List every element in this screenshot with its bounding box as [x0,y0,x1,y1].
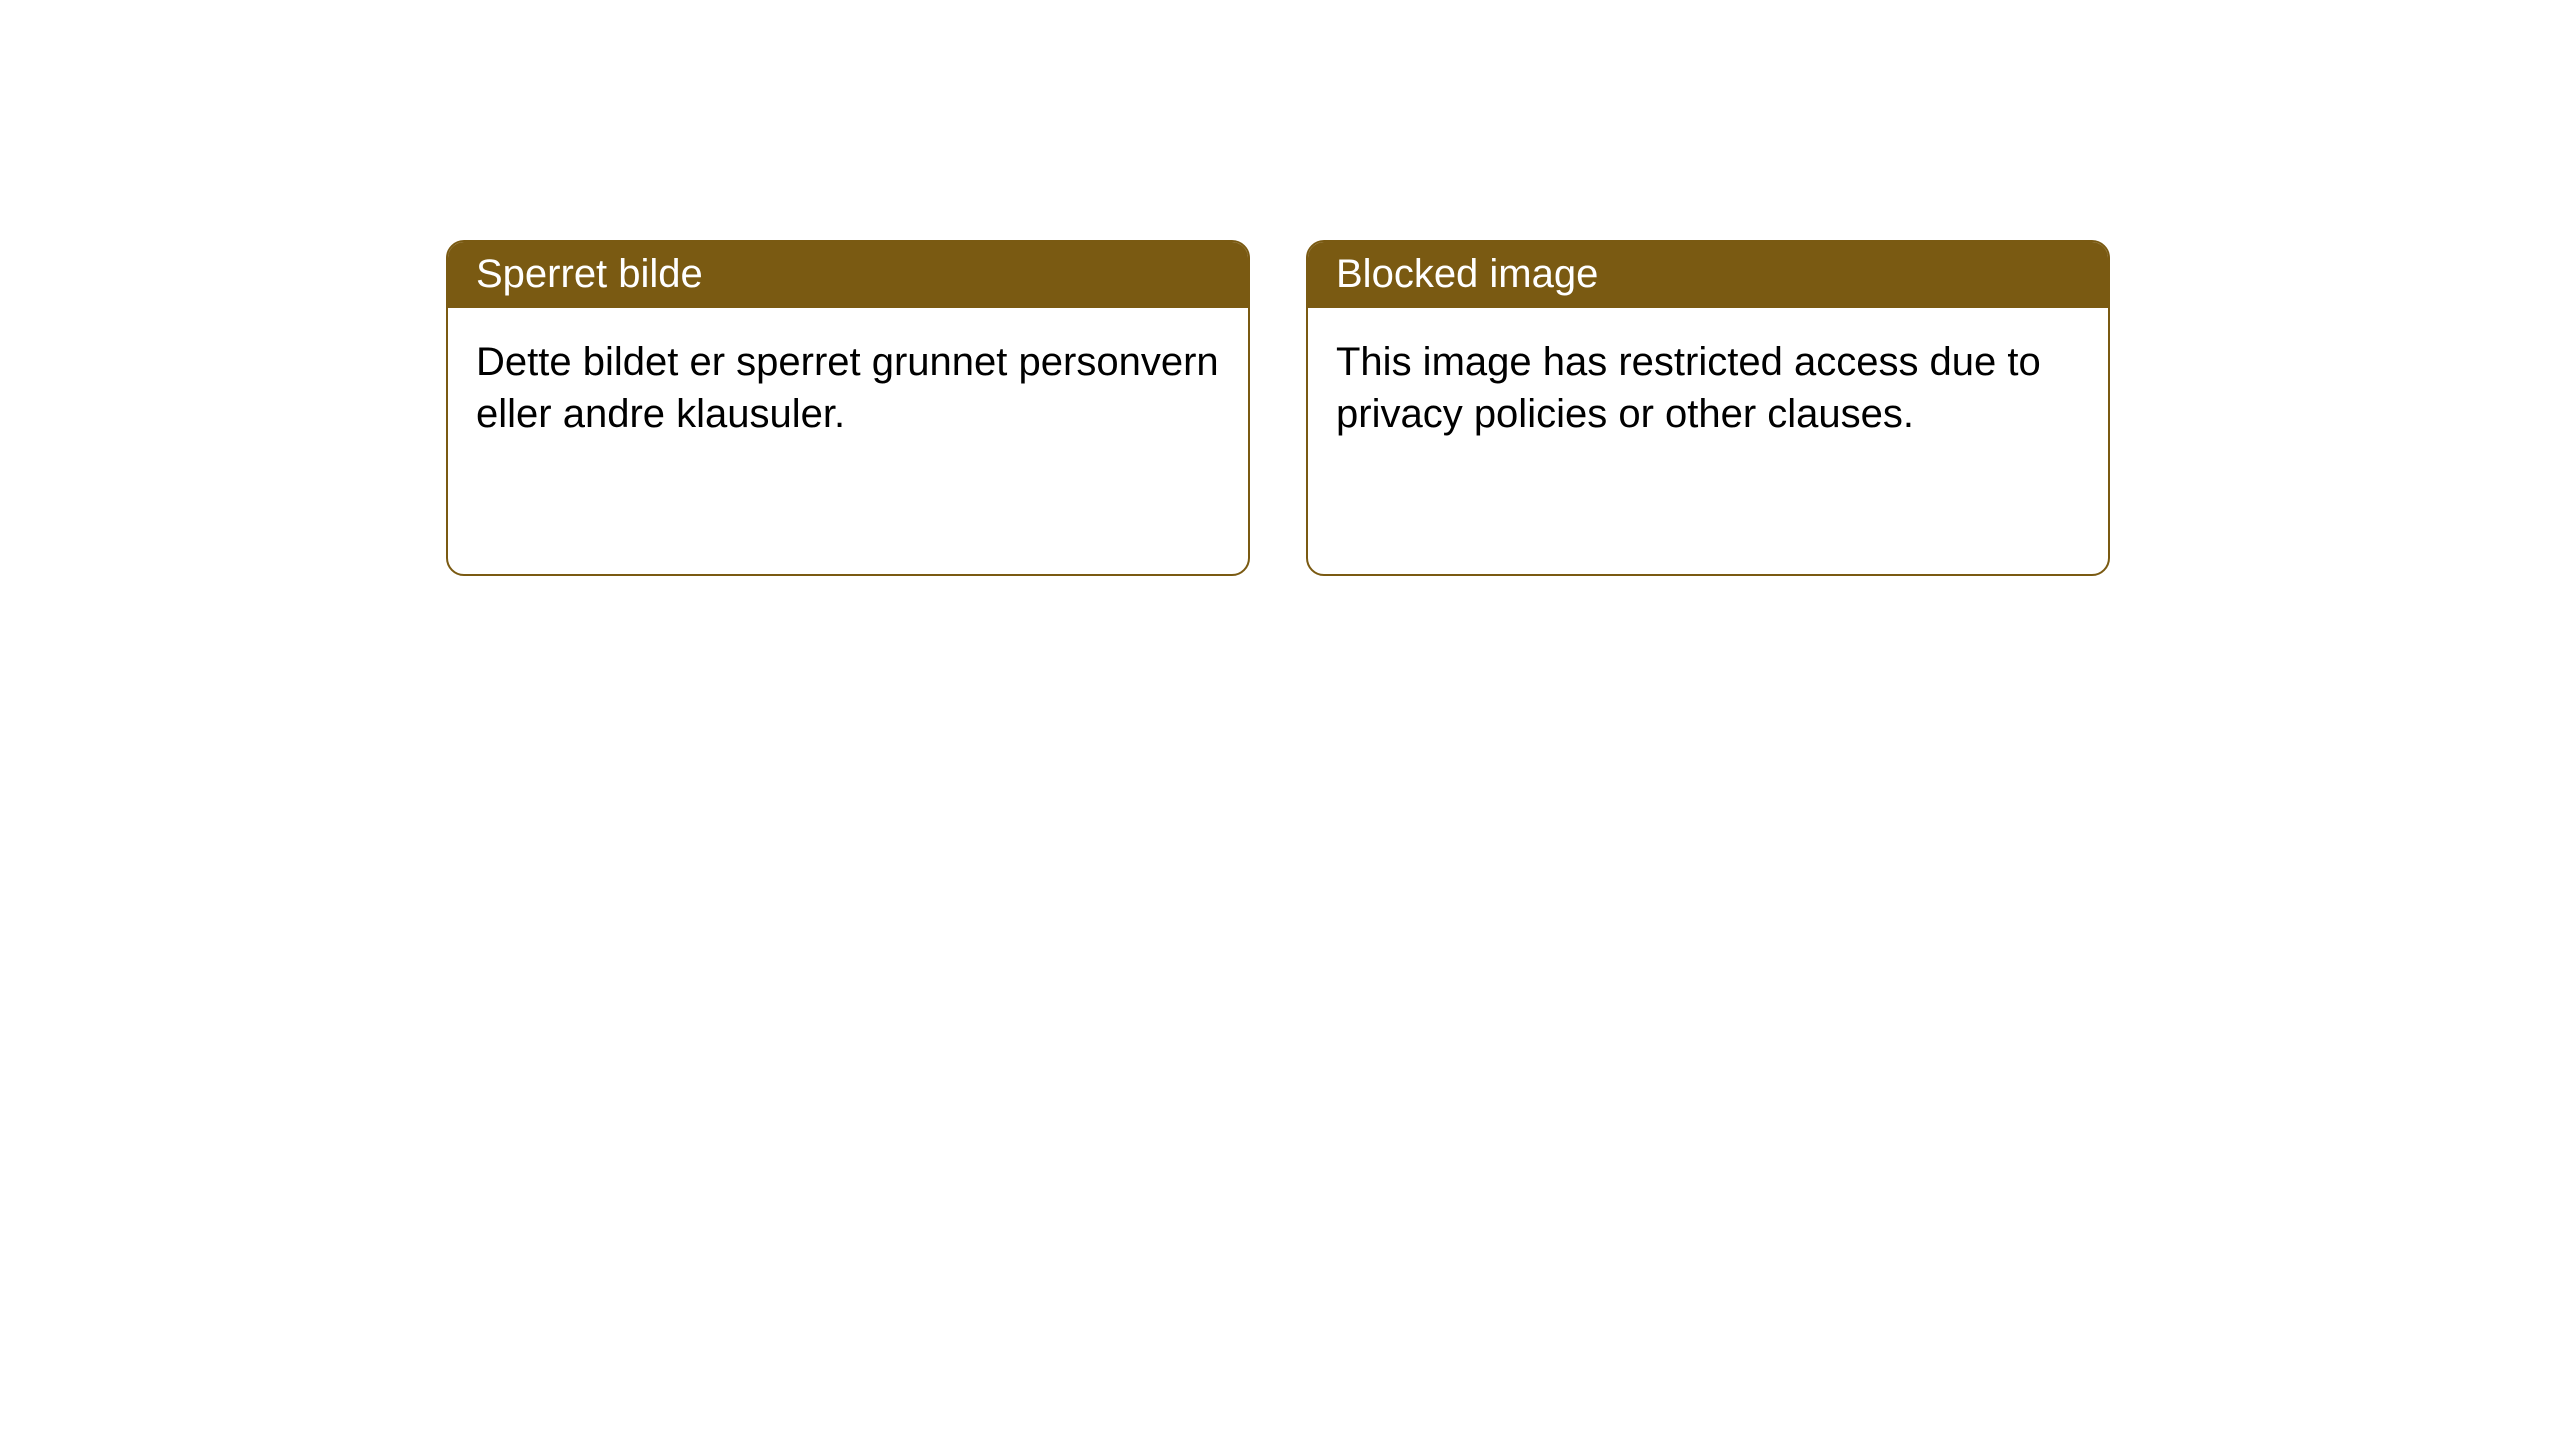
card-title: Blocked image [1308,242,2108,308]
card-body: Dette bildet er sperret grunnet personve… [448,308,1248,468]
notice-container: Sperret bilde Dette bildet er sperret gr… [0,0,2560,576]
card-title: Sperret bilde [448,242,1248,308]
notice-card-norwegian: Sperret bilde Dette bildet er sperret gr… [446,240,1250,576]
card-body: This image has restricted access due to … [1308,308,2108,468]
notice-card-english: Blocked image This image has restricted … [1306,240,2110,576]
